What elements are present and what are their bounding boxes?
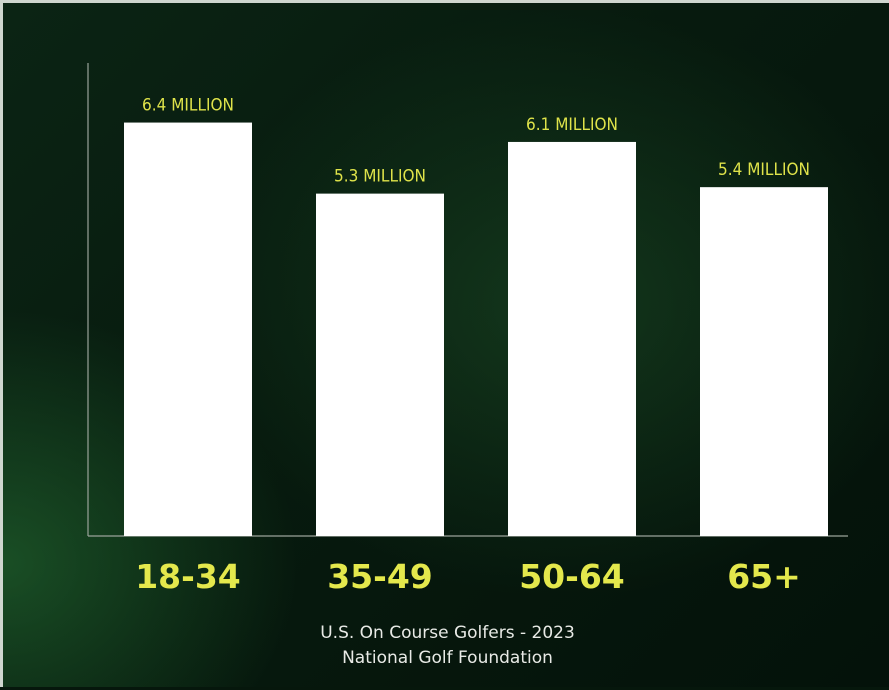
bar-18-34	[124, 122, 252, 536]
data-label-18-34: 6.4 MILLION	[142, 96, 234, 116]
data-label-65+: 5.4 MILLION	[718, 160, 810, 180]
data-label-35-49: 5.3 MILLION	[334, 167, 426, 187]
x-tick-label-35-49: 35-49	[327, 557, 433, 596]
data-label-50-64: 6.1 MILLION	[526, 115, 618, 135]
x-tick-label-65+: 65+	[727, 557, 801, 596]
bar-65+	[700, 187, 828, 536]
bar-35-49	[316, 193, 444, 536]
x-tick-label-50-64: 50-64	[519, 557, 625, 596]
bar-50-64	[508, 141, 636, 536]
footer-source-line-2: National Golf Foundation	[342, 648, 553, 668]
footer-source-line-1: U.S. On Course Golfers - 2023	[320, 623, 575, 643]
bar-chart: 6.4 MILLION 18-34 5.3 MILLION 35-49 6.1 MILL…	[87, 63, 848, 596]
x-tick-label-18-34: 18-34	[135, 557, 241, 596]
